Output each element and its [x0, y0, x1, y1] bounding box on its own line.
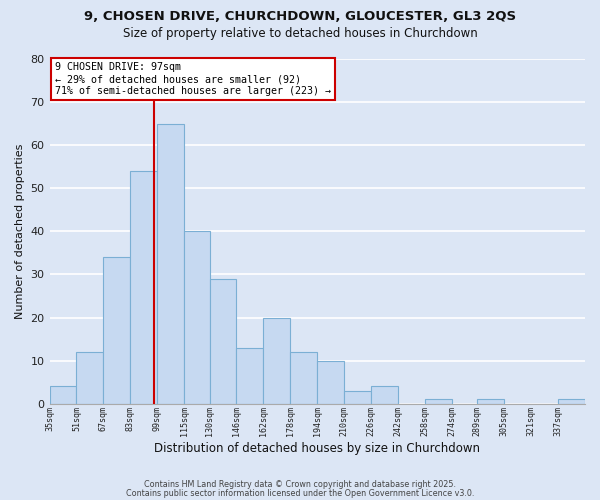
- Bar: [290, 352, 317, 404]
- Bar: [558, 400, 585, 404]
- Bar: [103, 257, 130, 404]
- Bar: [344, 390, 371, 404]
- Text: 9, CHOSEN DRIVE, CHURCHDOWN, GLOUCESTER, GL3 2QS: 9, CHOSEN DRIVE, CHURCHDOWN, GLOUCESTER,…: [84, 10, 516, 23]
- Y-axis label: Number of detached properties: Number of detached properties: [15, 144, 25, 319]
- Text: Size of property relative to detached houses in Churchdown: Size of property relative to detached ho…: [122, 28, 478, 40]
- Bar: [236, 348, 263, 404]
- Bar: [209, 278, 236, 404]
- Bar: [130, 171, 157, 404]
- Bar: [263, 318, 290, 404]
- Bar: [477, 400, 504, 404]
- Text: Contains public sector information licensed under the Open Government Licence v3: Contains public sector information licen…: [126, 489, 474, 498]
- Bar: [317, 360, 344, 404]
- Bar: [184, 232, 209, 404]
- Text: 9 CHOSEN DRIVE: 97sqm
← 29% of detached houses are smaller (92)
71% of semi-deta: 9 CHOSEN DRIVE: 97sqm ← 29% of detached …: [55, 62, 331, 96]
- X-axis label: Distribution of detached houses by size in Churchdown: Distribution of detached houses by size …: [154, 442, 480, 455]
- Bar: [425, 400, 452, 404]
- Bar: [157, 124, 184, 404]
- Text: Contains HM Land Registry data © Crown copyright and database right 2025.: Contains HM Land Registry data © Crown c…: [144, 480, 456, 489]
- Bar: [371, 386, 398, 404]
- Bar: [50, 386, 76, 404]
- Bar: [76, 352, 103, 404]
